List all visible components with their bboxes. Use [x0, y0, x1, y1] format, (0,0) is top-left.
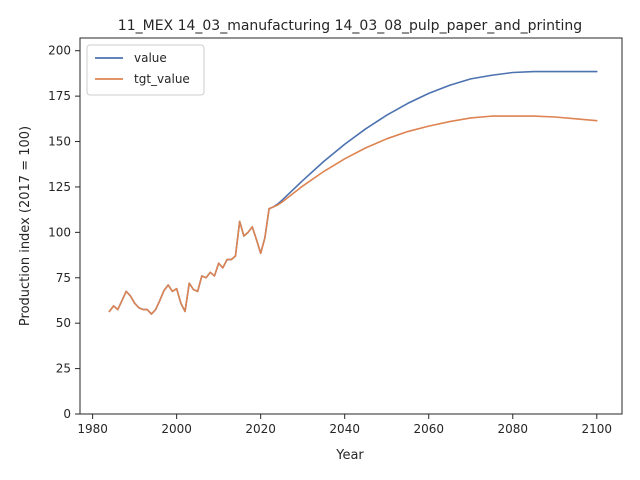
y-tick-label: 75 [56, 271, 71, 285]
y-tick-label: 50 [56, 316, 71, 330]
y-axis-ticks: 0 25 50 75 100 125 150 175 200 [48, 44, 80, 421]
y-tick-label: 0 [63, 407, 71, 421]
x-tick-label: 2020 [245, 422, 276, 436]
plot-area-border [79, 37, 623, 415]
chart-title: 11_MEX 14_03_manufacturing 14_03_08_pulp… [118, 18, 582, 34]
legend: value tgt_value [86, 44, 205, 96]
x-axis-ticks: 1980 2000 2020 2040 2060 2080 2100 [77, 414, 612, 436]
y-tick-label: 25 [56, 362, 71, 376]
x-tick-label: 2060 [413, 422, 444, 436]
legend-label: tgt_value [134, 72, 190, 86]
y-tick-label: 100 [48, 225, 71, 239]
y-axis-title: Production index (2017 = 100) [18, 126, 33, 326]
legend-label: value [134, 51, 167, 65]
x-tick-label: 1980 [77, 422, 108, 436]
x-tick-label: 2080 [497, 422, 528, 436]
series-layer [108, 70, 598, 315]
series-line-tgt-value [108, 115, 598, 315]
y-tick-label: 200 [48, 44, 71, 58]
axes-frame [79, 37, 623, 415]
x-tick-label: 2100 [582, 422, 613, 436]
x-tick-label: 2040 [329, 422, 360, 436]
y-tick-label: 125 [48, 180, 71, 194]
x-axis-title: Year [335, 448, 364, 463]
y-tick-label: 175 [48, 89, 71, 103]
series-line-value [108, 70, 598, 315]
y-tick-label: 150 [48, 135, 71, 149]
x-tick-label: 2000 [161, 422, 192, 436]
